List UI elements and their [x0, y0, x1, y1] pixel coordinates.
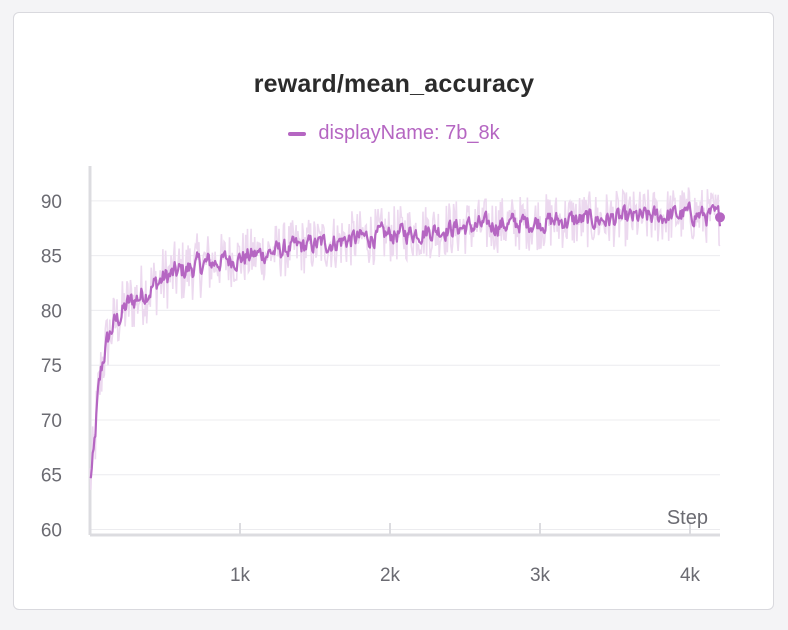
series-end-point: [715, 212, 725, 223]
y-tick-label: 85: [41, 247, 62, 268]
x-axis-title: Step: [667, 507, 708, 529]
y-tick-label: 60: [41, 521, 62, 542]
y-tick-label: 80: [41, 301, 62, 322]
y-tick-label: 70: [41, 411, 62, 432]
legend-swatch: [288, 131, 307, 136]
x-tick-label: 2k: [380, 565, 401, 586]
legend-label: displayName: 7b_8k: [318, 122, 500, 144]
y-tick-label: 75: [41, 356, 62, 377]
series-smoothed-line: [89, 201, 722, 479]
series-raw-line: [89, 187, 721, 490]
y-tick-label: 90: [41, 192, 62, 213]
x-tick-label: 3k: [530, 565, 551, 586]
chart-title: reward/mean_accuracy: [253, 70, 535, 98]
chart-panel: [13, 12, 774, 610]
x-tick-label: 4k: [680, 565, 701, 586]
y-tick-label: 65: [41, 466, 62, 487]
legend[interactable]: displayName: 7b_8k: [0, 122, 788, 145]
x-tick-label: 1k: [230, 565, 251, 586]
